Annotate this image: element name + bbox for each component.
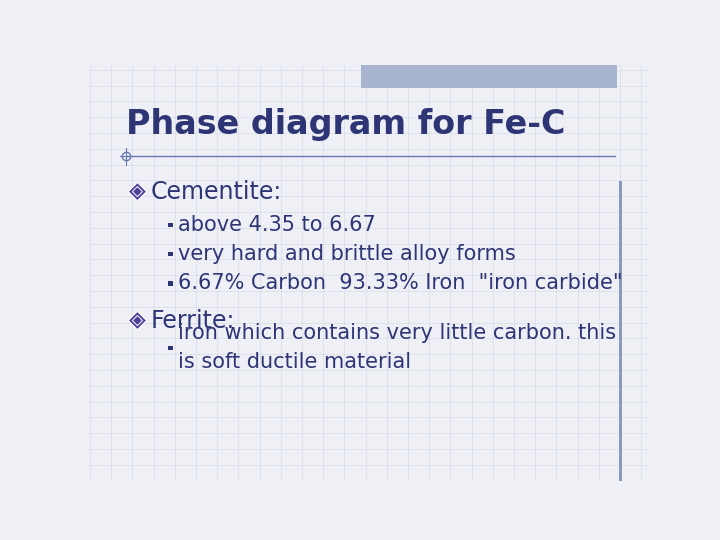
- Text: very hard and brittle alloy forms: very hard and brittle alloy forms: [178, 244, 516, 264]
- Bar: [361, 65, 617, 87]
- Text: Phase diagram for Fe-C: Phase diagram for Fe-C: [126, 109, 566, 141]
- Text: iron which contains very little carbon. this
is soft ductile material: iron which contains very little carbon. …: [178, 323, 616, 373]
- Text: Cementite:: Cementite:: [150, 180, 282, 204]
- Polygon shape: [128, 312, 147, 329]
- Polygon shape: [128, 183, 147, 201]
- Bar: [168, 281, 174, 286]
- Bar: [168, 346, 174, 350]
- Text: 6.67% Carbon  93.33% Iron  "iron carbide": 6.67% Carbon 93.33% Iron "iron carbide": [178, 273, 623, 293]
- Bar: [168, 223, 174, 227]
- Bar: [619, 181, 622, 481]
- Text: above 4.35 to 6.67: above 4.35 to 6.67: [178, 215, 376, 235]
- Text: Ferrite:: Ferrite:: [150, 308, 235, 333]
- Bar: [168, 252, 174, 256]
